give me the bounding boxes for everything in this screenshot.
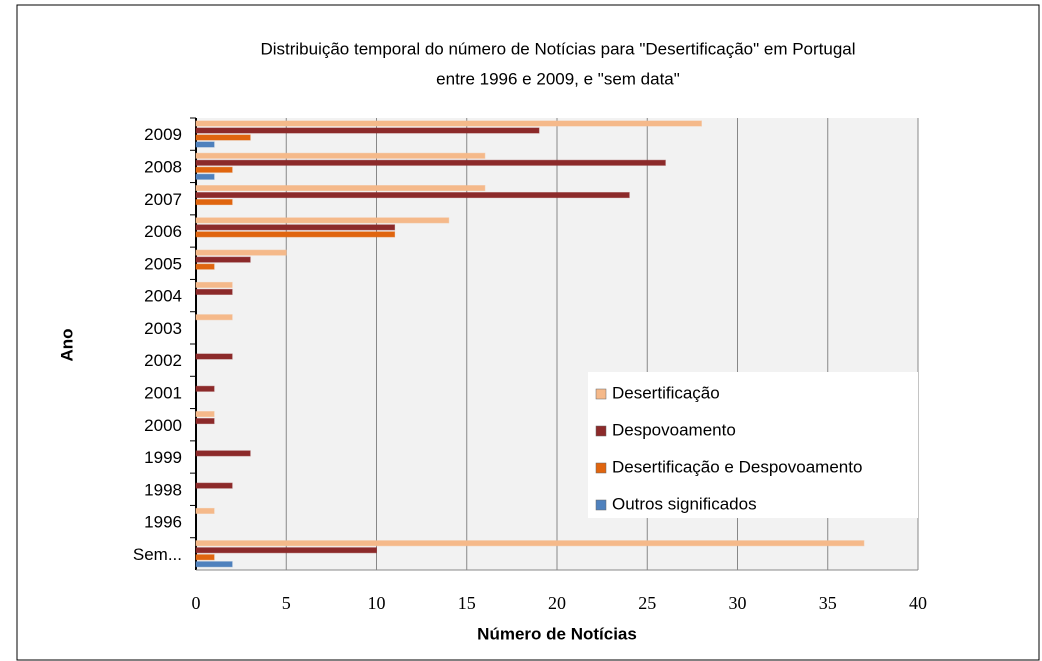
y-axis-title: Ano	[57, 328, 76, 361]
bar	[195, 256, 251, 263]
x-tick-label: 40	[909, 593, 927, 613]
legend-label: Despovoamento	[612, 420, 736, 439]
bar	[195, 314, 233, 321]
y-tick-label: 1996	[144, 513, 182, 532]
bar	[195, 185, 486, 192]
y-tick-label: 2002	[144, 351, 182, 370]
x-tick-label: 5	[282, 593, 291, 613]
legend-swatch	[595, 425, 607, 437]
bar	[195, 134, 251, 141]
bar	[195, 217, 450, 224]
bar	[195, 450, 251, 457]
bar	[195, 281, 233, 288]
y-tick-label: 2007	[144, 190, 182, 209]
bar	[195, 199, 233, 206]
bar	[195, 353, 233, 360]
x-tick-label: 35	[819, 593, 837, 613]
bar	[195, 249, 287, 256]
legend-box	[588, 372, 918, 518]
bar	[195, 411, 215, 418]
x-tick-label: 0	[192, 593, 201, 613]
bar	[195, 418, 215, 425]
bar	[195, 152, 486, 159]
chart-title: Distribuição temporal do número de Notíc…	[260, 39, 855, 58]
x-axis-title: Número de Notícias	[477, 624, 637, 643]
legend-swatch	[595, 388, 607, 400]
bar	[195, 561, 233, 568]
y-tick-label: Sem...	[133, 545, 182, 564]
y-tick-label: 1999	[144, 448, 182, 467]
y-tick-label: 1998	[144, 480, 182, 499]
legend-label: Desertificação	[612, 383, 720, 402]
y-tick-label: 2006	[144, 222, 182, 241]
bar	[195, 540, 865, 547]
bar	[195, 192, 630, 199]
legend-swatch	[595, 462, 607, 474]
bar	[195, 507, 215, 514]
y-tick-label: 2005	[144, 254, 182, 273]
y-tick-label: 2003	[144, 319, 182, 338]
bar	[195, 224, 396, 231]
bar	[195, 547, 377, 554]
bar	[195, 166, 233, 173]
x-tick-label: 10	[368, 593, 386, 613]
legend-label: Desertificação e Despovoamento	[612, 457, 862, 476]
bar	[195, 288, 233, 295]
bar	[195, 173, 215, 180]
bar	[195, 120, 702, 127]
bar	[195, 141, 215, 148]
legend-swatch	[595, 499, 607, 511]
x-tick-label: 20	[548, 593, 566, 613]
bar	[195, 554, 215, 561]
bar	[195, 127, 540, 134]
y-tick-label: 2009	[144, 125, 182, 144]
bar	[195, 159, 666, 166]
y-tick-label: 2004	[144, 287, 182, 306]
x-tick-label: 30	[729, 593, 747, 613]
bar	[195, 231, 396, 238]
y-tick-label: 2008	[144, 158, 182, 177]
bar	[195, 263, 215, 270]
y-tick-label: 2000	[144, 416, 182, 435]
bar	[195, 482, 233, 489]
x-tick-label: 15	[458, 593, 476, 613]
x-tick-label: 25	[638, 593, 656, 613]
bar	[195, 385, 215, 392]
y-tick-label: 2001	[144, 384, 182, 403]
chart-subtitle: entre 1996 e 2009, e "sem data"	[436, 69, 680, 88]
legend-label: Outros significados	[612, 494, 757, 513]
